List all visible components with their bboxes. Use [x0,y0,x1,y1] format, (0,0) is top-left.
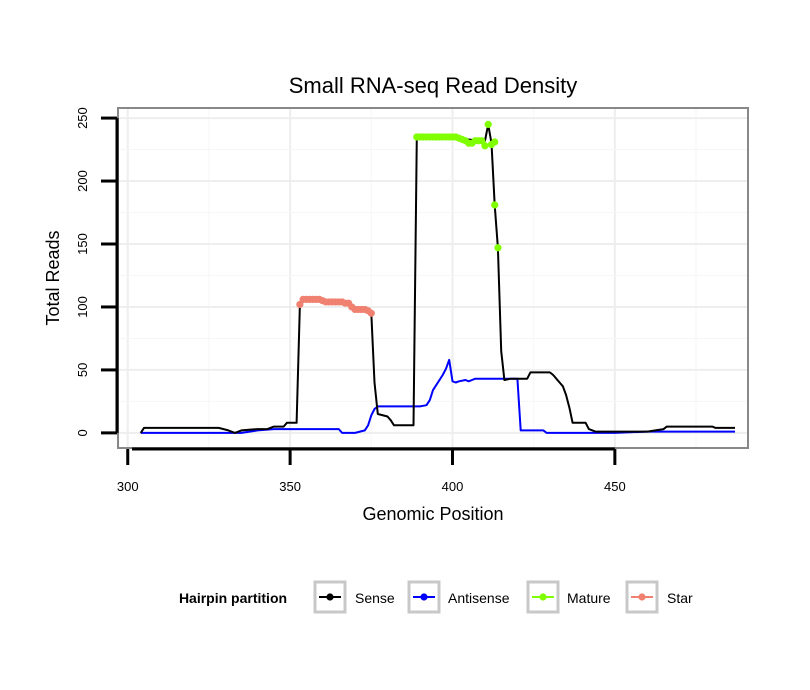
legend-item-sense: Sense [313,580,395,614]
grid [119,109,747,447]
legend-item-mature: Mature [526,580,611,614]
point-mature [481,142,489,150]
point-mature [491,138,499,146]
x-tick-label: 300 [117,479,139,494]
x-axis: 300 350 400 450 [117,447,626,494]
y-tick-label: 150 [75,233,90,255]
legend-key-point [420,593,428,601]
chart-title: Small RNA-seq Read Density [289,73,578,98]
x-axis-title: Genomic Position [362,504,503,524]
legend-item-antisense: Antisense [407,580,510,614]
legend-label: Antisense [448,590,510,606]
legend-title: Hairpin partition [179,590,287,606]
legend-key-point [326,593,334,601]
legend-key-point [638,593,646,601]
point-mature [491,201,499,209]
x-tick-label: 450 [604,479,626,494]
y-tick-label: 50 [75,363,90,377]
y-tick-label: 100 [75,296,90,318]
y-tick-label: 250 [75,107,90,129]
y-axis-title: Total Reads [43,230,63,325]
legend-label: Mature [567,590,611,606]
y-tick-label: 0 [75,429,90,436]
legend-label: Star [667,590,693,606]
plot-panel [117,107,749,449]
legend: Hairpin partition Sense Antisense Mature St… [179,580,693,614]
point-mature [484,120,492,128]
point-mature [494,244,502,252]
legend-label: Sense [355,590,395,606]
x-tick-label: 350 [279,479,301,494]
y-tick-label: 200 [75,170,90,192]
y-axis: 0 50 100 150 200 250 [75,107,119,437]
x-tick-label: 400 [442,479,464,494]
legend-key-point [539,593,547,601]
series-line-antisense [140,358,735,434]
series-points [296,120,502,317]
point-star [367,309,375,317]
legend-item-star: Star [625,580,693,614]
